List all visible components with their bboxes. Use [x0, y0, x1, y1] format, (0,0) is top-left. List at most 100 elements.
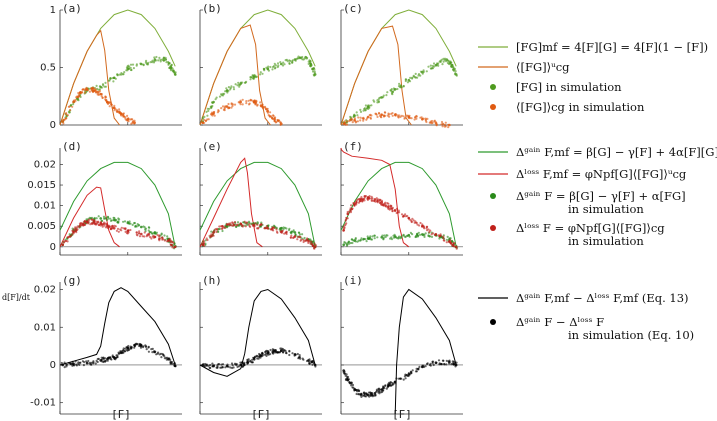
data-point [205, 110, 208, 113]
data-point [213, 114, 216, 117]
y-tick-label: 0.01 [34, 201, 56, 212]
data-point [74, 226, 77, 229]
data-point [92, 87, 95, 90]
data-point [173, 245, 177, 249]
series-dots [342, 111, 451, 129]
data-point [76, 98, 79, 101]
data-point [106, 100, 109, 104]
data-point [158, 235, 161, 238]
data-point [364, 395, 368, 398]
data-point [368, 114, 371, 117]
data-point [204, 239, 207, 242]
data-point [104, 81, 107, 84]
data-point [206, 107, 209, 110]
panel-h: (h)00.5[F] [197, 274, 322, 421]
panel-label: (i) [343, 274, 363, 287]
data-point [263, 69, 266, 72]
data-point [291, 61, 294, 64]
data-point [445, 241, 448, 244]
data-point [364, 109, 367, 112]
data-point [220, 225, 223, 228]
data-point [99, 217, 102, 220]
data-point [169, 358, 172, 362]
data-point [272, 224, 276, 227]
data-point [370, 195, 373, 198]
data-point [271, 117, 274, 120]
data-point [446, 235, 449, 238]
data-point [250, 361, 253, 364]
data-point [250, 99, 253, 102]
data-point [216, 364, 219, 367]
data-point [121, 112, 124, 115]
data-point [280, 122, 283, 126]
legend-text: [FG] in simulation [516, 80, 622, 94]
series-dots [201, 347, 317, 370]
data-point [368, 236, 371, 239]
data-point [201, 121, 204, 124]
data-point [368, 196, 371, 199]
data-point [168, 237, 171, 240]
data-point [275, 226, 278, 229]
data-point [411, 77, 414, 80]
data-point [435, 361, 438, 364]
data-point [135, 343, 138, 346]
data-point [395, 377, 398, 380]
data-point [212, 112, 215, 116]
data-point [101, 83, 105, 86]
data-point [281, 64, 285, 67]
data-point [106, 215, 109, 218]
series-dots [201, 220, 318, 250]
series-line [199, 161, 316, 247]
data-point [204, 119, 207, 122]
data-point [290, 230, 293, 233]
data-point [271, 351, 274, 354]
data-point [208, 366, 211, 369]
data-point [96, 90, 99, 93]
data-point [117, 352, 120, 355]
data-point [222, 108, 225, 111]
data-point [365, 240, 368, 243]
data-point [246, 359, 249, 362]
data-point [165, 61, 168, 64]
data-point [291, 59, 294, 62]
data-point [289, 236, 292, 239]
data-point [66, 114, 69, 117]
data-point [398, 211, 401, 214]
data-point [158, 56, 161, 60]
data-point [279, 61, 282, 64]
data-point [370, 199, 373, 202]
data-point [362, 109, 365, 112]
data-point [442, 235, 445, 238]
data-point [422, 70, 425, 73]
data-point [136, 223, 139, 226]
data-point [274, 64, 277, 67]
data-point [349, 119, 352, 122]
data-point [69, 363, 72, 366]
data-point [395, 207, 398, 210]
data-point [452, 363, 455, 366]
data-point [353, 114, 356, 118]
data-point [88, 218, 91, 221]
data-point [446, 59, 449, 62]
data-point [283, 63, 286, 66]
data-point [293, 231, 297, 234]
data-point [94, 88, 97, 92]
data-point [106, 359, 109, 362]
data-point [384, 201, 387, 204]
data-point [375, 112, 378, 115]
data-point [415, 221, 418, 224]
data-point [104, 98, 107, 101]
data-point [370, 238, 374, 241]
data-point [63, 361, 66, 364]
data-point [122, 227, 125, 230]
data-point [203, 244, 206, 247]
data-point [422, 226, 426, 229]
data-point [431, 67, 434, 70]
data-point [106, 224, 109, 227]
data-point [223, 92, 226, 95]
data-point [269, 65, 272, 69]
data-point [369, 117, 372, 120]
data-point [171, 67, 174, 70]
data-point [99, 93, 102, 96]
